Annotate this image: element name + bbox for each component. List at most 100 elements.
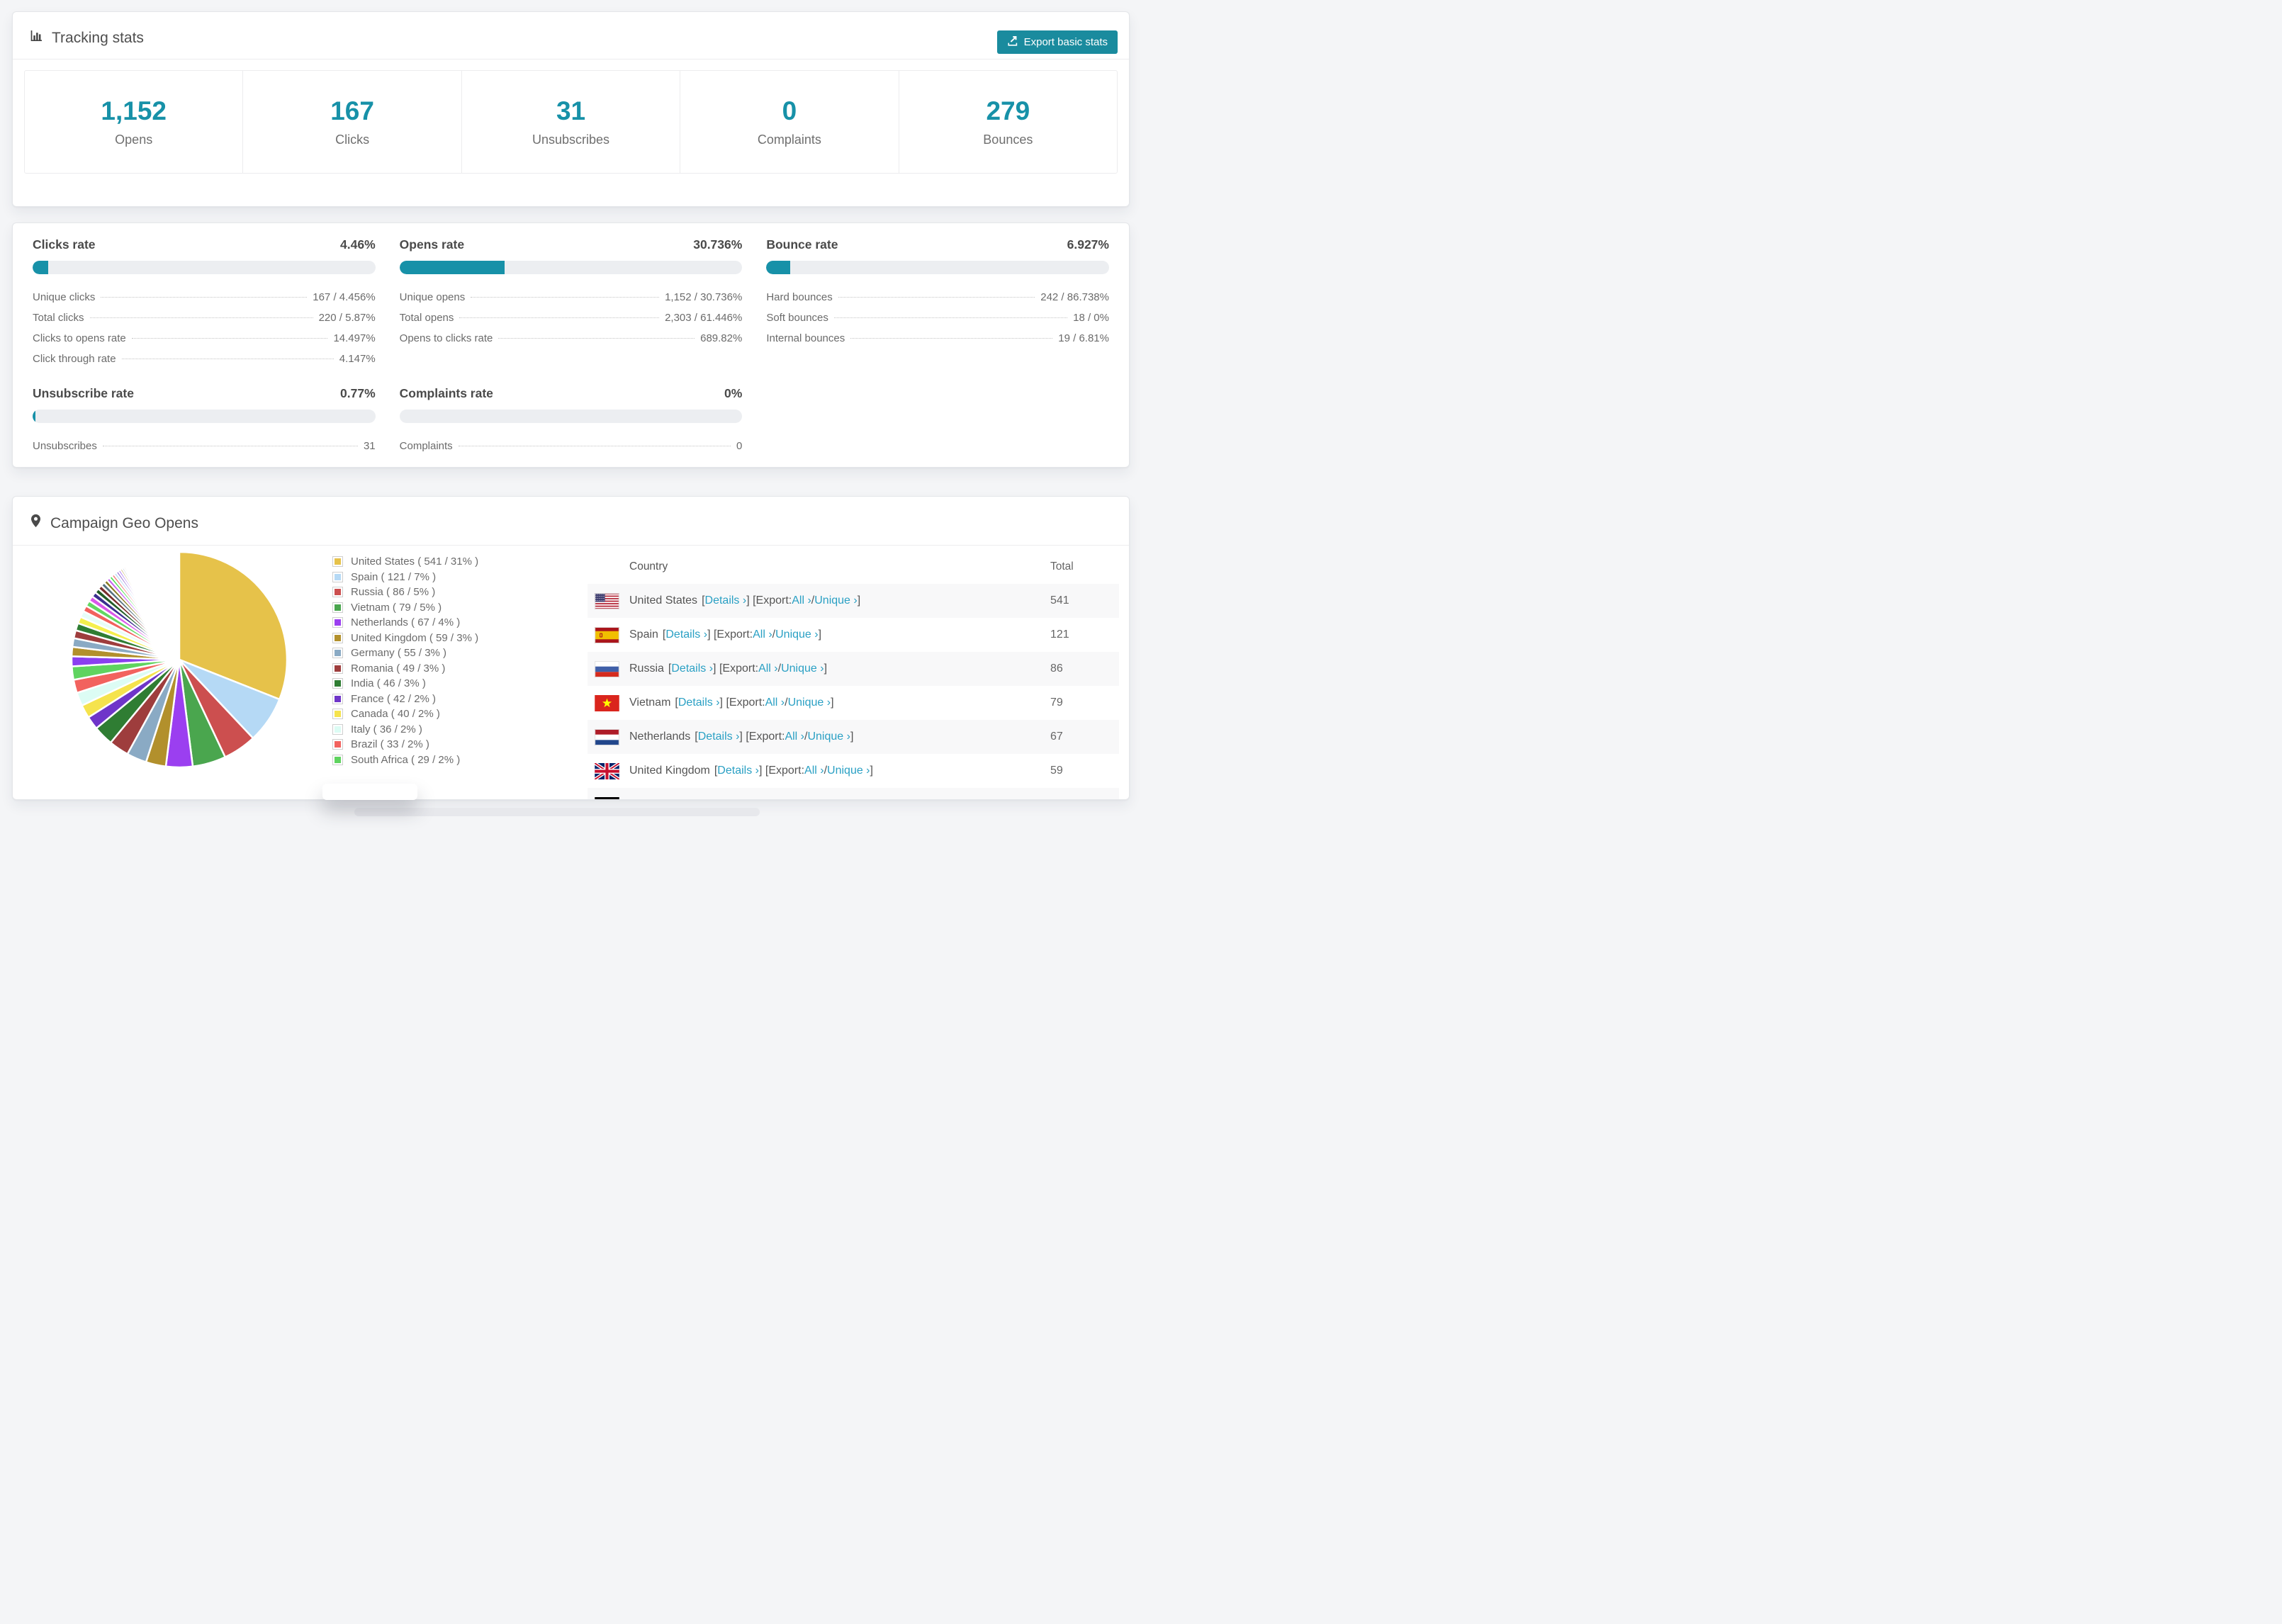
bracket: ] [ (746, 594, 756, 607)
bracket: ] (824, 662, 828, 675)
export-prefix: Export: (734, 799, 770, 800)
export-all-link[interactable]: All › (753, 628, 772, 641)
export-all-link[interactable]: All › (804, 765, 824, 777)
geo-table-header: Country Total (588, 550, 1119, 584)
flag-icon-us (595, 592, 619, 609)
legend-label: United Kingdom ( 59 / 3% ) (351, 631, 479, 644)
pie-slice-other-35 (133, 560, 181, 661)
progress-bar-unsubscribe-rate (33, 410, 376, 423)
details-link[interactable]: Details › (671, 662, 714, 675)
export-prefix: Export: (722, 662, 759, 675)
legend-label: Vietnam ( 79 / 5% ) (351, 601, 442, 614)
table-row-united-states: United States[Details ›] [Export: All › … (588, 584, 1119, 618)
total-cell: 121 (1050, 628, 1069, 641)
slash-separator: / (804, 731, 808, 743)
legend-label: Spain ( 121 / 7% ) (351, 570, 437, 583)
legend-label: Brazil ( 33 / 2% ) (351, 738, 429, 751)
page-title: Tracking stats (52, 29, 144, 46)
bracket: ] [ (739, 731, 749, 743)
country-name: Russia (629, 662, 664, 675)
flag-icon-ru (595, 660, 619, 677)
export-basic-stats-button[interactable]: Export basic stats (996, 30, 1118, 54)
export-unique-link[interactable]: Unique › (793, 799, 836, 800)
bracket: [ (714, 765, 718, 777)
next-section-edge (354, 808, 760, 816)
rate-row-value: 19 / 6.81% (1058, 332, 1109, 344)
rate-block-bounce-rate: Bounce rate 6.927% Hard bounces 242 / 86.73… (766, 237, 1109, 373)
rate-row-value: 220 / 5.87% (318, 312, 376, 324)
details-link[interactable]: Details › (683, 799, 725, 800)
progress-fill (33, 261, 48, 274)
stat-value: 0 (782, 96, 797, 125)
progress-fill (766, 261, 790, 274)
progress-bar-complaints-rate (399, 410, 743, 423)
rate-row-value: 242 / 86.738% (1040, 291, 1109, 303)
country-cell: Spain [Details ›] [Export: All › / Unique… (588, 626, 1050, 643)
legend-item-brazil: Brazil ( 33 / 2% ) (332, 737, 478, 752)
bracket: ] [ (707, 628, 717, 641)
rate-block-complaints-rate: Complaints rate 0% Complaints 0 (399, 386, 743, 461)
bracket: [ (668, 662, 672, 675)
export-all-link[interactable]: All › (765, 697, 785, 709)
flag-icon-gb (595, 762, 619, 779)
legend-item-united-kingdom: United Kingdom ( 59 / 3% ) (332, 631, 478, 646)
legend-label: United States ( 541 / 31% ) (351, 556, 479, 568)
country-cell: Russia [Details ›] [Export: All › / Uniqu… (588, 660, 1050, 677)
stat-label: Complaints (757, 132, 821, 147)
column-header-total: Total (1050, 560, 1074, 573)
stat-clicks: 167 Clicks (242, 70, 462, 174)
bracket: ] (818, 628, 822, 641)
total-cell: 86 (1050, 662, 1063, 675)
country-name: United Kingdom (629, 765, 710, 777)
details-link[interactable]: Details › (665, 628, 708, 641)
legend-swatch (332, 709, 343, 720)
bracket: ] (836, 799, 838, 800)
export-all-link[interactable]: All › (758, 662, 778, 675)
legend-label: Netherlands ( 67 / 4% ) (351, 616, 461, 629)
geo-legend: United States ( 541 / 31% ) Spain ( 121 /… (332, 554, 478, 767)
legend-swatch (332, 632, 343, 643)
export-all-link[interactable]: All › (792, 594, 811, 607)
export-icon (1007, 35, 1018, 50)
export-unique-link[interactable]: Unique › (827, 765, 870, 777)
stat-value: 1,152 (101, 96, 167, 125)
export-unique-link[interactable]: Unique › (807, 731, 850, 743)
bracket: [ (680, 799, 683, 800)
bracket: ] (870, 765, 873, 777)
details-link[interactable]: Details › (717, 765, 759, 777)
export-unique-link[interactable]: Unique › (781, 662, 824, 675)
legend-item-spain: Spain ( 121 / 7% ) (332, 570, 478, 585)
bar-chart-icon (30, 29, 43, 47)
dotted-leader (471, 297, 660, 298)
campaign-geo-opens-card: Campaign Geo Opens United States ( 541 /… (12, 496, 1130, 800)
rate-value: 0% (724, 386, 743, 400)
rate-row-label: Internal bounces (766, 332, 845, 344)
legend-swatch (332, 648, 343, 659)
rate-row-total-clicks: Total clicks 220 / 5.87% (33, 312, 376, 332)
legend-item-germany: Germany ( 55 / 3% ) (332, 645, 478, 661)
export-all-link[interactable]: All › (785, 731, 805, 743)
export-all-link[interactable]: All › (770, 799, 790, 800)
bracket: ] [ (713, 662, 723, 675)
export-unique-link[interactable]: Unique › (814, 594, 858, 607)
legend-item-france: France ( 42 / 2% ) (332, 692, 478, 707)
legend-swatch (332, 556, 343, 568)
rate-row-value: 2,303 / 61.446% (665, 312, 743, 324)
rate-value: 4.46% (340, 237, 376, 252)
details-link[interactable]: Details › (704, 594, 747, 607)
slash-separator: / (777, 662, 782, 675)
slash-separator: / (824, 765, 828, 777)
rate-value: 0.77% (340, 386, 376, 400)
rate-row-label: Total clicks (33, 312, 84, 324)
rate-block-unsubscribe-rate: Unsubscribe rate 0.77% Unsubscribes 31 (33, 386, 376, 461)
legend-swatch (332, 678, 343, 689)
bracket: [ (702, 594, 705, 607)
export-unique-link[interactable]: Unique › (775, 628, 819, 641)
progress-bar-bounce-rate (766, 261, 1109, 274)
country-name: Germany (629, 799, 676, 800)
rate-row-value: 0 (736, 440, 743, 452)
rate-row-internal-bounces: Internal bounces 19 / 6.81% (766, 332, 1109, 353)
details-link[interactable]: Details › (697, 731, 740, 743)
export-unique-link[interactable]: Unique › (787, 697, 831, 709)
details-link[interactable]: Details › (678, 697, 720, 709)
